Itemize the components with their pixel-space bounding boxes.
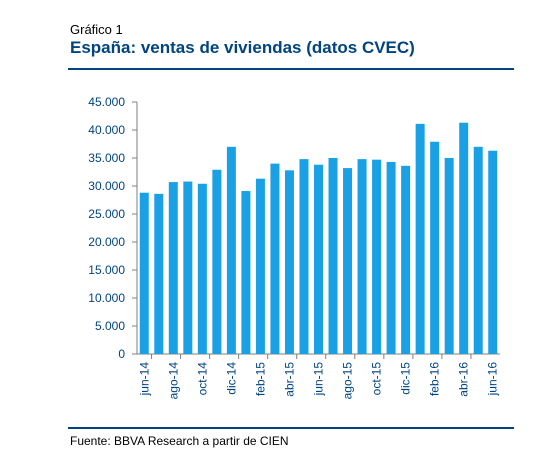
bar-ene-16 bbox=[415, 123, 425, 354]
y-axis: 0 5.000 10.000 15.000 20.000 25.000 30.000 35.0… bbox=[88, 95, 138, 361]
x-tick-label: feb-15 bbox=[253, 362, 267, 396]
bottom-rule bbox=[68, 427, 514, 429]
bars bbox=[139, 122, 498, 354]
bar-ago-15 bbox=[343, 168, 353, 354]
x-tick-label: ago-14 bbox=[166, 362, 180, 400]
y-tick-label: 10.000 bbox=[88, 291, 125, 305]
bar-dic-14 bbox=[226, 146, 236, 354]
bar-feb-15 bbox=[255, 178, 265, 354]
x-tick-label: abr-16 bbox=[457, 362, 471, 397]
bar-sep-14 bbox=[183, 181, 193, 354]
x-tick-label: oct-15 bbox=[370, 362, 384, 396]
x-tick-label: ago-15 bbox=[341, 362, 355, 400]
bar-jun-14 bbox=[139, 192, 149, 354]
y-tick-label: 40.000 bbox=[88, 123, 125, 137]
bar-oct-15 bbox=[372, 159, 382, 354]
bar-may-16 bbox=[473, 146, 483, 354]
top-rule bbox=[68, 68, 514, 70]
bar-jun-15 bbox=[314, 164, 323, 354]
bar-abr-15 bbox=[284, 170, 294, 354]
bar-abr-16 bbox=[459, 122, 469, 354]
y-tick-label: 20.000 bbox=[88, 235, 125, 249]
bar-mar-16 bbox=[444, 158, 454, 354]
y-tick-label: 30.000 bbox=[88, 179, 125, 193]
x-tick-label: jun-16 bbox=[486, 362, 500, 397]
y-tick-label: 15.000 bbox=[88, 263, 125, 277]
y-tick-label: 5.000 bbox=[95, 319, 125, 333]
x-tick-label: dic-14 bbox=[224, 362, 238, 395]
bar-ene-15 bbox=[241, 191, 251, 354]
bar-jul-15 bbox=[328, 158, 338, 354]
bar-dic-15 bbox=[401, 165, 411, 354]
x-tick-label: oct-14 bbox=[195, 362, 209, 396]
bar-feb-16 bbox=[430, 141, 440, 354]
bar-oct-14 bbox=[197, 183, 207, 354]
bar-may-15 bbox=[299, 159, 309, 354]
bar-nov-14 bbox=[212, 169, 222, 354]
chart-title: España: ventas de viviendas (datos CVEC) bbox=[70, 38, 415, 57]
y-tick-label: 35.000 bbox=[88, 151, 125, 165]
bar-nov-15 bbox=[386, 161, 396, 354]
bar-jun-16 bbox=[488, 150, 498, 354]
bar-jul-14 bbox=[154, 193, 164, 354]
bar-ago-14 bbox=[168, 182, 178, 354]
x-axis: jun-14 ago-14 oct-14 dic-14 feb-15 abr-15 jun-… bbox=[137, 353, 500, 400]
x-tick-label: jun-14 bbox=[137, 362, 151, 397]
x-tick-label: jun-15 bbox=[312, 362, 326, 397]
x-tick-label: feb-16 bbox=[428, 362, 442, 396]
x-tick-label: abr-15 bbox=[282, 362, 296, 397]
bar-sep-15 bbox=[357, 159, 367, 354]
y-tick-label: 25.000 bbox=[88, 207, 125, 221]
x-tick-label: dic-15 bbox=[399, 362, 413, 395]
bar-mar-15 bbox=[270, 163, 280, 354]
y-tick-label: 45.000 bbox=[88, 95, 125, 109]
chart-kicker: Gráfico 1 bbox=[70, 22, 123, 37]
y-tick-label: 0 bbox=[118, 347, 125, 361]
source-note: Fuente: BBVA Research a partir de CIEN bbox=[70, 434, 289, 448]
